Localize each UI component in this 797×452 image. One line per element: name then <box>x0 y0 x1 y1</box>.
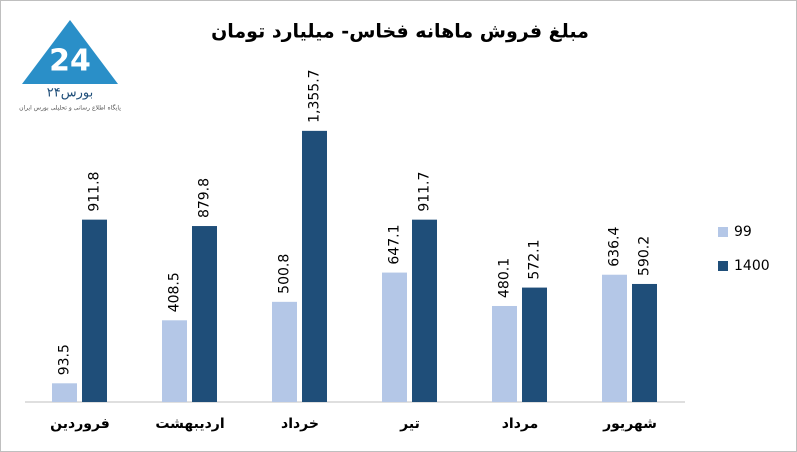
logo-mark: 24 <box>49 44 91 79</box>
chart-title: مبلغ فروش ماهانه فخاس- میلیارد تومان <box>211 21 589 43</box>
x-tick-label: تیر <box>399 416 420 432</box>
legend-label: 99 <box>734 224 752 240</box>
x-tick-label: خرداد <box>281 416 319 432</box>
bar <box>492 305 517 402</box>
data-label: 911.7 <box>417 172 433 212</box>
data-label: 911.8 <box>87 172 103 212</box>
x-tick-label: شهریور <box>602 416 657 432</box>
bar <box>632 283 657 402</box>
data-label: 879.8 <box>197 178 213 218</box>
logo-triangle <box>22 20 118 84</box>
data-label: 590.2 <box>637 236 653 276</box>
bar <box>302 130 327 403</box>
legend-swatch <box>718 261 728 271</box>
logo-text: بورس۲۴ <box>47 86 93 101</box>
bar <box>192 226 217 402</box>
x-tick-label: اردیبهشت <box>155 416 224 432</box>
logo: 24 بورس۲۴ پایگاه اطلاع رسانی و تحلیلی بو… <box>19 20 121 112</box>
bar <box>412 219 437 402</box>
legend-label: 1400 <box>734 258 770 274</box>
bar <box>522 287 547 402</box>
bar <box>272 301 297 402</box>
bar <box>382 272 407 402</box>
data-label: 647.1 <box>387 224 403 264</box>
bar <box>82 219 107 402</box>
data-label: 500.8 <box>277 254 293 294</box>
data-label: 1,355.7 <box>307 69 323 122</box>
data-label: 572.1 <box>527 239 543 279</box>
data-label: 408.5 <box>167 272 183 312</box>
data-label: 480.1 <box>497 258 513 298</box>
data-label: 93.5 <box>57 344 73 375</box>
data-label: 636.4 <box>607 227 623 267</box>
x-tick-label: فروردین <box>50 416 110 432</box>
legend-swatch <box>718 227 728 237</box>
logo-tagline: پایگاه اطلاع رسانی و تحلیلی بورس ایران <box>19 104 121 112</box>
x-tick-label: مرداد <box>502 416 539 432</box>
bar <box>602 274 627 402</box>
bar <box>162 320 187 402</box>
bar <box>52 383 77 402</box>
